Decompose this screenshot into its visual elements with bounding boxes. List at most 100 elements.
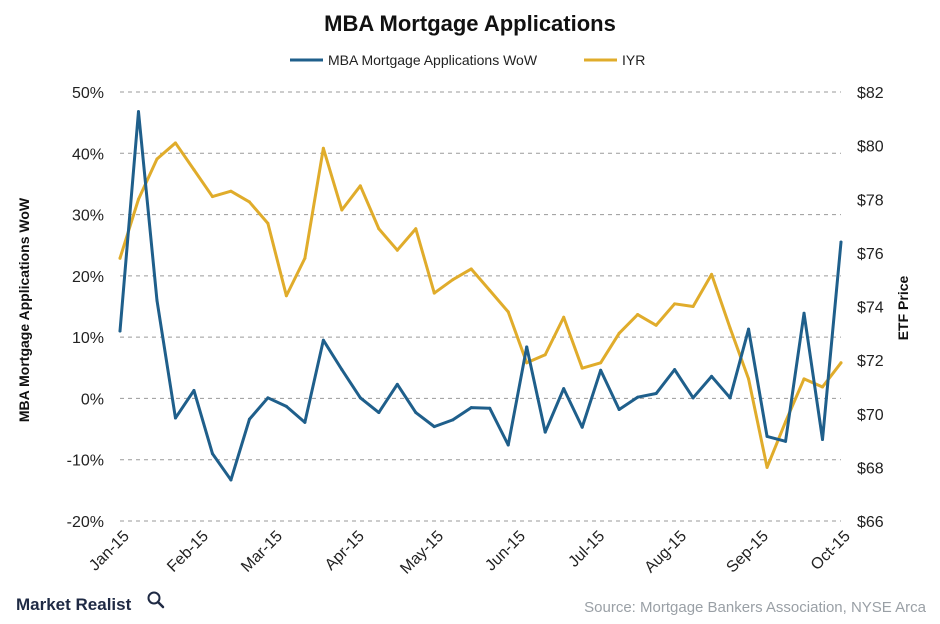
data-point-mba	[414, 411, 418, 415]
data-point-iyr	[839, 361, 843, 365]
data-point-mba	[525, 345, 529, 349]
data-point-iyr	[229, 189, 233, 193]
data-point-mba	[543, 430, 547, 434]
x-tick-label: Sep-15	[723, 528, 772, 577]
data-point-mba	[469, 406, 473, 410]
data-point-mba	[155, 298, 159, 302]
data-point-iyr	[469, 267, 473, 271]
data-point-mba	[210, 452, 214, 456]
data-point-iyr	[451, 278, 455, 282]
data-point-mba	[636, 395, 640, 399]
series-line-iyr	[118, 141, 843, 469]
left-tick-label: 50%	[72, 85, 104, 102]
data-point-iyr	[488, 288, 492, 292]
right-tick-label: $68	[857, 460, 884, 477]
data-point-iyr	[710, 272, 714, 276]
data-point-iyr	[432, 291, 436, 295]
data-point-iyr	[691, 305, 695, 308]
data-point-iyr	[284, 294, 288, 298]
chart-title: MBA Mortgage Applications	[324, 11, 616, 36]
data-point-iyr	[118, 256, 122, 260]
data-point-mba	[340, 368, 344, 372]
data-point-mba	[839, 240, 843, 244]
data-point-mba	[247, 417, 251, 421]
data-point-mba	[136, 110, 140, 114]
data-point-iyr	[728, 326, 732, 330]
data-point-mba	[821, 437, 825, 441]
data-point-mba	[802, 311, 806, 315]
data-point-iyr	[543, 353, 547, 357]
data-point-iyr	[654, 323, 658, 327]
gridlines	[120, 91, 841, 522]
left-tick-label: -10%	[67, 453, 104, 470]
x-tick-label: Mar-15	[238, 528, 286, 576]
brand-logo: Market Realist	[16, 591, 165, 614]
data-point-iyr	[303, 256, 307, 260]
data-point-mba	[303, 420, 307, 424]
right-axis-ticks: $82 $80 $78 $76 $74 $72 $70 $68 $66	[857, 85, 884, 531]
data-point-iyr	[802, 377, 806, 381]
data-point-iyr	[414, 227, 418, 231]
data-point-mba	[710, 374, 714, 378]
data-point-iyr	[580, 366, 584, 370]
data-point-iyr	[173, 141, 177, 145]
left-tick-label: 40%	[72, 146, 104, 163]
x-tick-label: Jan-15	[86, 528, 133, 575]
series-iyr	[118, 141, 843, 469]
data-point-mba	[321, 338, 325, 342]
data-point-iyr	[247, 200, 251, 204]
data-point-iyr	[673, 302, 677, 306]
left-tick-label: 0%	[81, 391, 104, 408]
data-point-iyr	[155, 157, 159, 161]
data-point-mba	[173, 416, 177, 420]
x-tick-label: Jun-15	[482, 528, 529, 575]
data-point-mba	[192, 388, 196, 392]
data-point-iyr	[599, 361, 603, 365]
data-point-mba	[617, 407, 621, 411]
data-point-iyr	[266, 221, 270, 225]
data-point-iyr	[784, 420, 788, 424]
data-point-iyr	[321, 146, 325, 150]
right-tick-label: $70	[857, 407, 884, 424]
right-tick-label: $78	[857, 192, 884, 209]
legend-label-iyr: IYR	[622, 52, 645, 68]
data-point-iyr	[525, 361, 529, 365]
data-point-mba	[118, 329, 122, 333]
legend-label-mba: MBA Mortgage Applications WoW	[328, 52, 538, 68]
left-tick-label: -20%	[67, 514, 104, 531]
data-point-mba	[451, 418, 455, 422]
x-tick-label: Aug-15	[642, 528, 691, 577]
data-point-mba	[562, 387, 566, 391]
x-tick-label: Jul-15	[565, 528, 608, 571]
data-point-mba	[784, 439, 788, 443]
x-tick-label: Apr-15	[322, 528, 368, 574]
data-point-iyr	[821, 385, 825, 389]
x-tick-label: May-15	[397, 528, 447, 578]
source-note: Source: Mortgage Bankers Association, NY…	[584, 599, 926, 616]
data-point-mba	[728, 396, 732, 400]
data-point-iyr	[562, 315, 566, 319]
right-tick-label: $74	[857, 300, 884, 317]
right-tick-label: $66	[857, 514, 884, 531]
data-point-iyr	[617, 331, 621, 335]
series-mba	[118, 110, 843, 482]
x-tick-label: Oct-15	[808, 528, 854, 574]
left-tick-label: 10%	[72, 330, 104, 347]
data-point-mba	[266, 396, 270, 400]
data-point-mba	[229, 478, 233, 482]
data-point-iyr	[136, 197, 140, 201]
right-axis-title: ETF Price	[895, 276, 911, 341]
right-tick-label: $82	[857, 85, 884, 102]
x-tick-label: Feb-15	[164, 528, 212, 576]
left-axis-ticks: 50% 40% 30% 20% 10% 0% -10% -20%	[67, 85, 104, 531]
data-point-mba	[673, 368, 677, 372]
left-tick-label: 30%	[72, 208, 104, 225]
data-point-mba	[432, 425, 436, 429]
data-point-iyr	[506, 310, 510, 314]
left-axis-title: MBA Mortgage Applications WoW	[16, 197, 32, 422]
series-line-mba	[118, 110, 843, 482]
left-tick-label: 20%	[72, 269, 104, 286]
data-point-mba	[488, 406, 492, 410]
data-point-iyr	[210, 195, 214, 199]
